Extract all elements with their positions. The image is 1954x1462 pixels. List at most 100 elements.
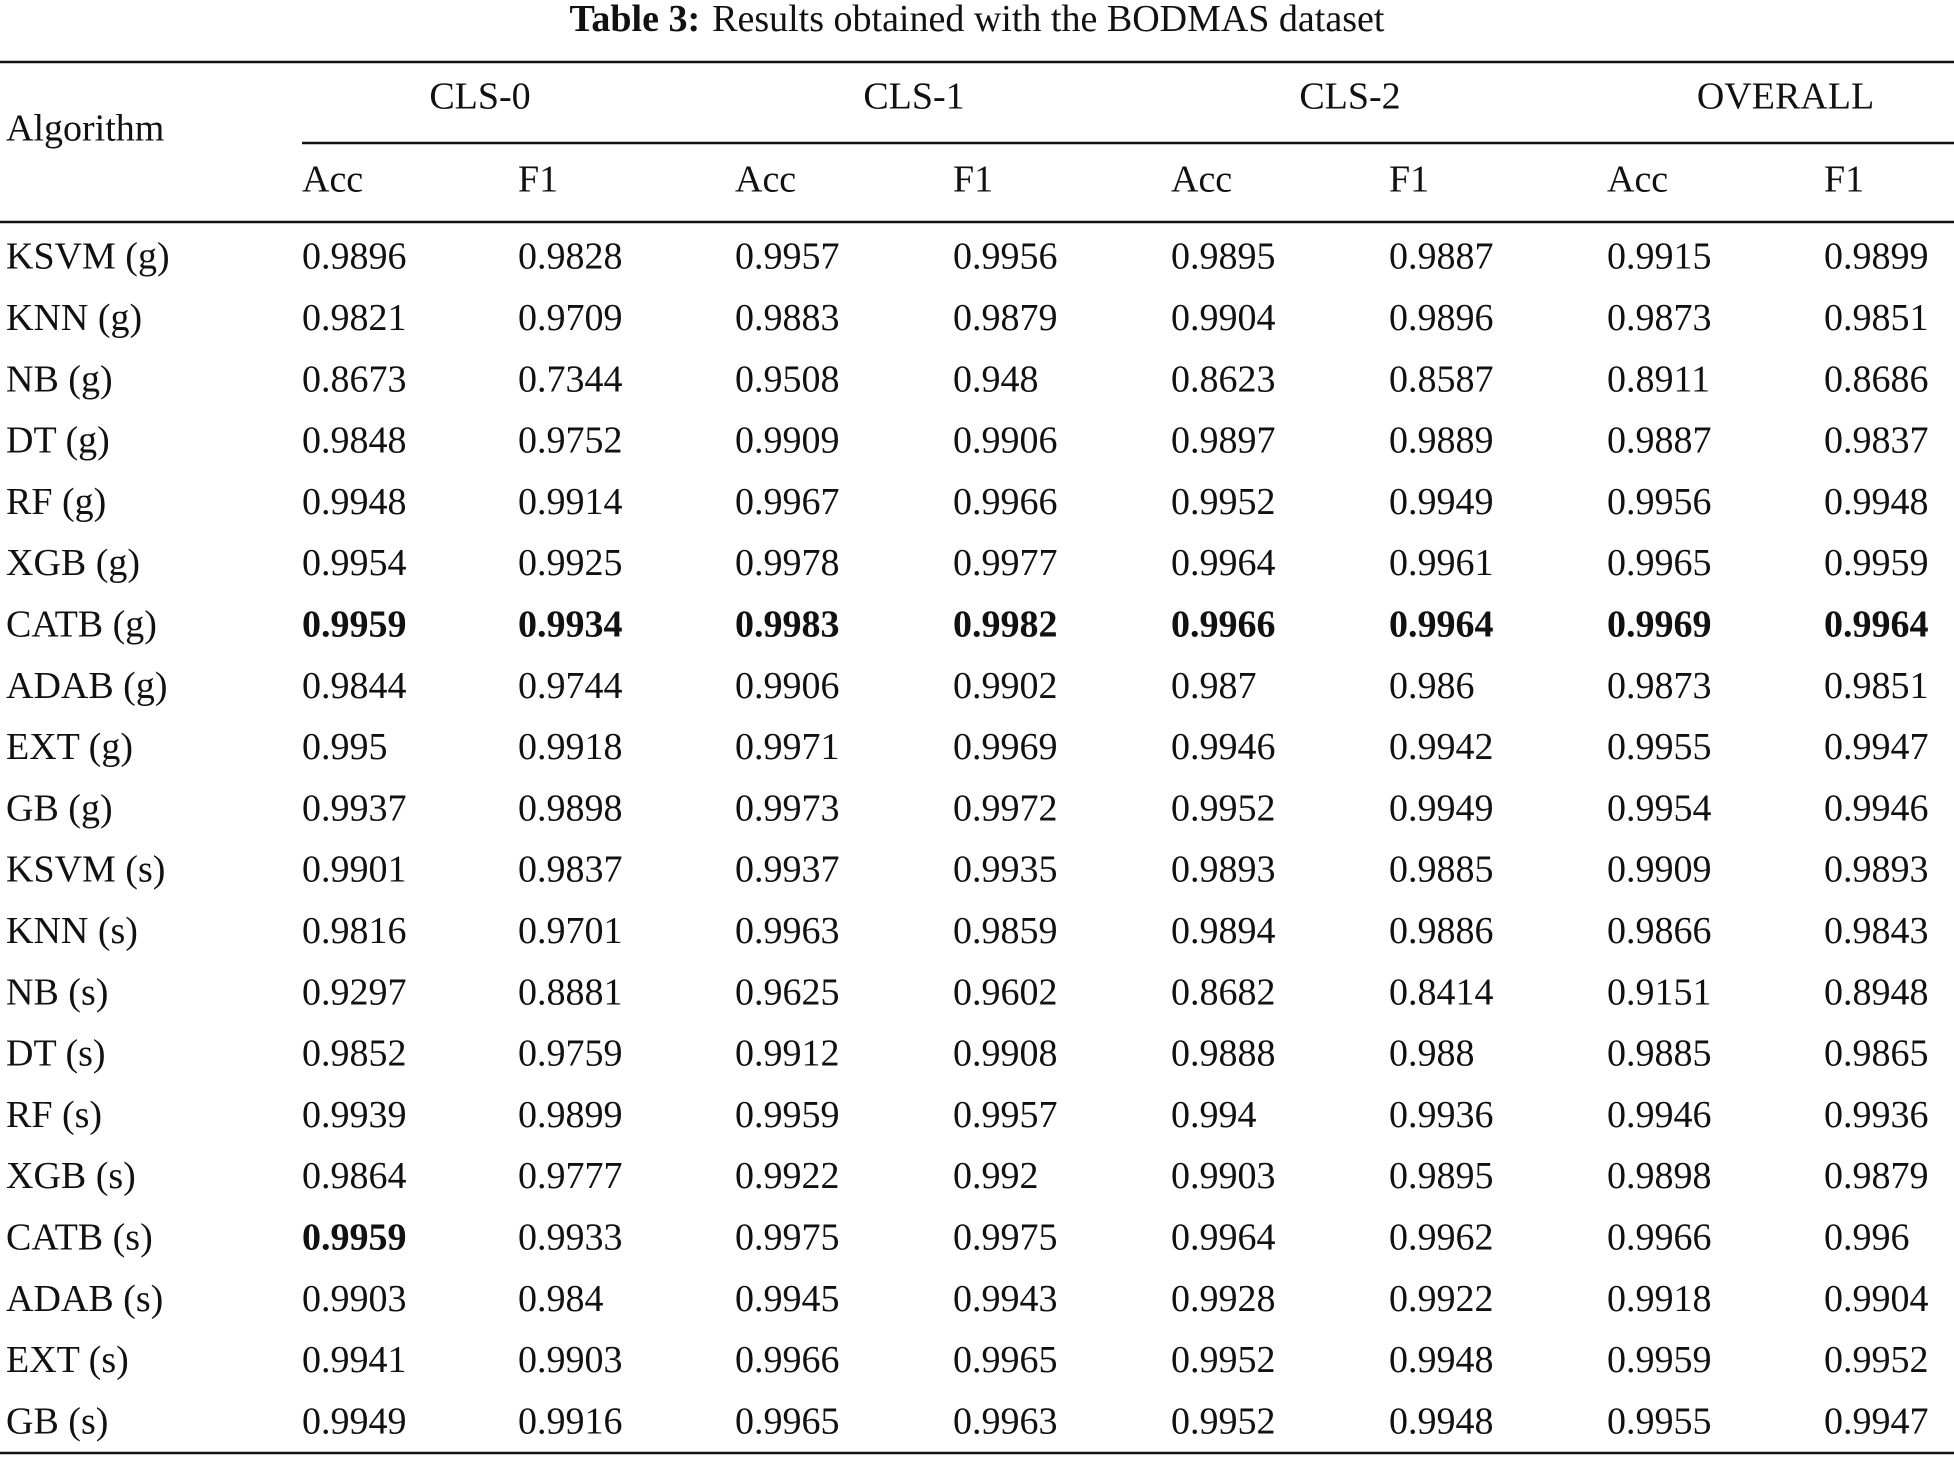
cell: 0.9946	[1607, 1094, 1712, 1136]
cell: 0.9959	[735, 1094, 840, 1136]
cell: 0.9982	[953, 604, 1058, 646]
row-label: DT (s)	[6, 1033, 106, 1075]
cell: 0.9969	[1607, 604, 1712, 646]
row-label: KSVM (s)	[6, 849, 165, 891]
sub-header: F1	[518, 159, 558, 201]
cell: 0.9843	[1824, 910, 1929, 952]
cell: 0.9744	[518, 665, 623, 707]
cell: 0.9903	[302, 1278, 407, 1320]
cell: 0.9888	[1171, 1033, 1276, 1075]
cell: 0.9946	[1824, 787, 1929, 829]
cell: 0.9969	[953, 726, 1058, 768]
row-label: KSVM (g)	[6, 236, 170, 278]
row-label: KNN (g)	[6, 297, 142, 339]
row-label: GB (g)	[6, 787, 113, 829]
cell: 0.9937	[735, 849, 840, 891]
cell: 0.9964	[1824, 604, 1929, 646]
row-label: KNN (s)	[6, 910, 138, 952]
row-label: RF (g)	[6, 481, 106, 523]
cell: 0.9957	[953, 1094, 1058, 1136]
cell: 0.9848	[302, 420, 407, 462]
cell: 0.9952	[1171, 481, 1276, 523]
cell: 0.9816	[302, 910, 407, 952]
cell: 0.9828	[518, 236, 623, 278]
row-label: NB (g)	[6, 358, 113, 400]
sub-header: Acc	[1171, 159, 1232, 201]
row-label: XGB (s)	[6, 1155, 136, 1197]
cell: 0.9954	[302, 542, 407, 584]
cell: 0.9961	[1389, 542, 1494, 584]
cell: 0.9865	[1824, 1033, 1929, 1075]
cell: 0.9935	[953, 849, 1058, 891]
cell: 0.994	[1171, 1094, 1257, 1136]
cell: 0.9752	[518, 420, 623, 462]
cell: 0.9936	[1389, 1094, 1494, 1136]
cell: 0.9971	[735, 726, 840, 768]
cell: 0.8881	[518, 971, 623, 1013]
cell: 0.9885	[1389, 849, 1494, 891]
cell: 0.9952	[1171, 1400, 1276, 1442]
cell: 0.9965	[1607, 542, 1712, 584]
cell: 0.9873	[1607, 297, 1712, 339]
cell: 0.9903	[518, 1339, 623, 1381]
cell: 0.948	[953, 358, 1039, 400]
cell: 0.9909	[1607, 849, 1712, 891]
cell: 0.9959	[302, 1217, 407, 1259]
cell: 0.9947	[1824, 1400, 1929, 1442]
row-label: XGB (g)	[6, 542, 140, 584]
cell: 0.9977	[953, 542, 1058, 584]
cell: 0.9957	[735, 236, 840, 278]
cell: 0.9851	[1824, 665, 1929, 707]
cell: 0.9978	[735, 542, 840, 584]
cell: 0.9966	[953, 481, 1058, 523]
cell: 0.992	[953, 1155, 1039, 1197]
cell: 0.8673	[302, 358, 407, 400]
cell: 0.9904	[1824, 1278, 1929, 1320]
cell: 0.9904	[1171, 297, 1276, 339]
row-label: NB (s)	[6, 971, 108, 1013]
cell: 0.8414	[1389, 971, 1494, 1013]
cell: 0.9912	[735, 1033, 840, 1075]
cell: 0.9918	[518, 726, 623, 768]
cell: 0.9949	[302, 1400, 407, 1442]
cell: 0.9866	[1607, 910, 1712, 952]
cell: 0.9937	[302, 787, 407, 829]
sub-header: F1	[1389, 159, 1429, 201]
cell: 0.9949	[1389, 787, 1494, 829]
cell: 0.9967	[735, 481, 840, 523]
cell: 0.8948	[1824, 971, 1929, 1013]
cell: 0.9837	[1824, 420, 1929, 462]
cell: 0.9893	[1171, 849, 1276, 891]
row-label: ADAB (g)	[6, 665, 167, 707]
cell: 0.9709	[518, 297, 623, 339]
row-label: GB (s)	[6, 1400, 108, 1442]
row-label: EXT (g)	[6, 726, 133, 768]
cell: 0.9922	[735, 1155, 840, 1197]
cell: 0.9964	[1171, 1217, 1276, 1259]
cell: 0.9777	[518, 1155, 623, 1197]
cell: 0.9873	[1607, 665, 1712, 707]
cell: 0.9903	[1171, 1155, 1276, 1197]
cell: 0.9959	[1607, 1339, 1712, 1381]
cell: 0.9963	[735, 910, 840, 952]
cell: 0.9151	[1607, 971, 1712, 1013]
row-label: EXT (s)	[6, 1339, 129, 1381]
cell: 0.9949	[1389, 481, 1494, 523]
cell: 0.9895	[1171, 236, 1276, 278]
cell: 0.984	[518, 1278, 604, 1320]
cell: 0.9975	[735, 1217, 840, 1259]
cell: 0.9925	[518, 542, 623, 584]
sub-header: Acc	[1607, 159, 1668, 201]
cell: 0.987	[1171, 665, 1257, 707]
cell: 0.9934	[518, 604, 623, 646]
cell: 0.8682	[1171, 971, 1276, 1013]
group-header: CLS-1	[863, 76, 964, 118]
sub-header: F1	[953, 159, 993, 201]
cell: 0.9947	[1824, 726, 1929, 768]
sub-header: Acc	[302, 159, 363, 201]
cell: 0.9898	[1607, 1155, 1712, 1197]
group-header: CLS-0	[429, 76, 530, 118]
row-label: ADAB (s)	[6, 1278, 163, 1320]
cell: 0.995	[302, 726, 388, 768]
